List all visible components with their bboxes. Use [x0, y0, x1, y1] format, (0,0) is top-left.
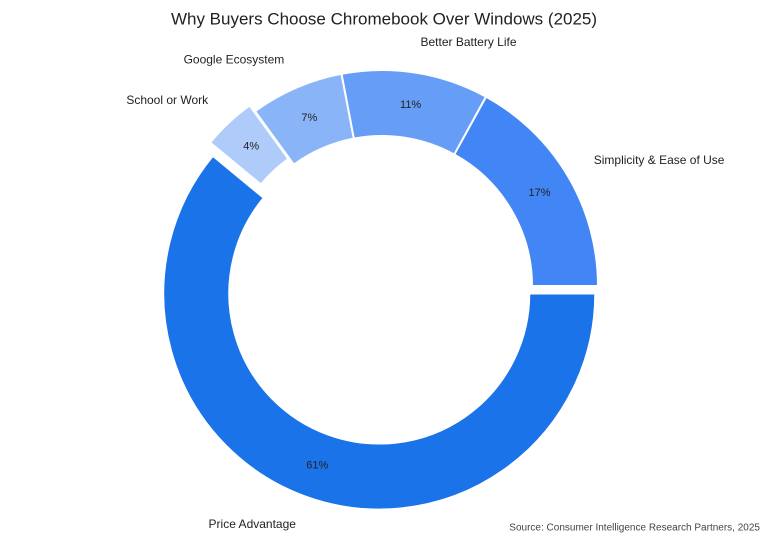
slice-label: Price Advantage [209, 517, 297, 531]
value-label: 17% [529, 187, 551, 199]
donut-slice [162, 154, 597, 511]
chart-title: Why Buyers Choose Chromebook Over Window… [171, 9, 597, 28]
value-label: 4% [243, 141, 259, 153]
value-label: 11% [400, 99, 421, 111]
slice-label: Google Ecosystem [184, 52, 285, 66]
value-label: 61% [306, 460, 328, 472]
slice-label: Simplicity & Ease of Use [594, 153, 725, 167]
slice-label: Better Battery Life [420, 35, 516, 49]
source-note: Source: Consumer Intelligence Research P… [509, 523, 760, 534]
value-label: 7% [301, 112, 317, 124]
donut-slice [452, 95, 600, 287]
slice-label: School or Work [126, 93, 209, 107]
donut-slice [208, 104, 290, 186]
